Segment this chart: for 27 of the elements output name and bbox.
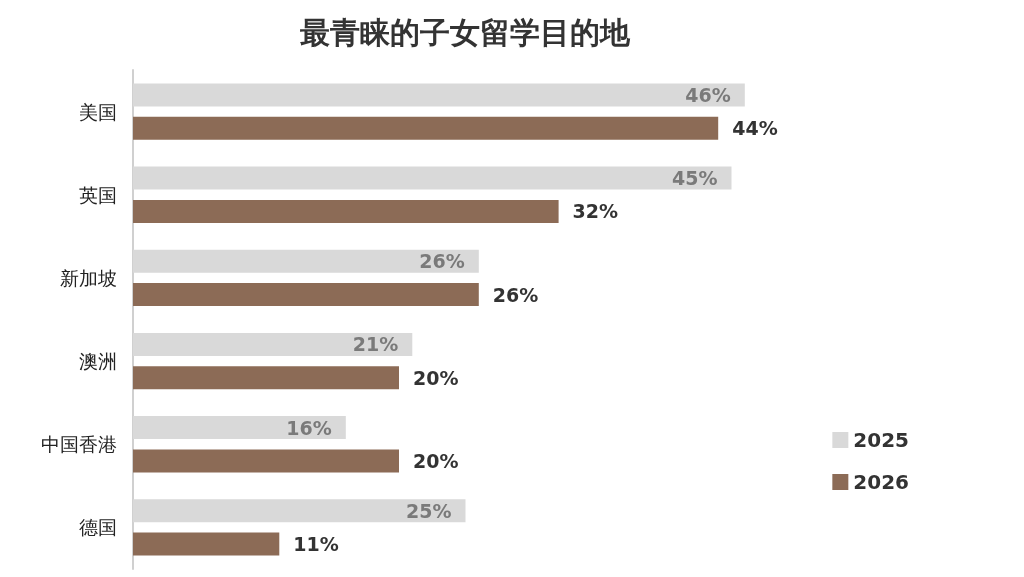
chart-title: 最青睐的子女留学目的地 (300, 14, 631, 50)
data-label: 16% (286, 416, 332, 439)
legend-label: 2026 (853, 470, 910, 494)
legend-label: 2025 (853, 428, 910, 452)
y-tick-label: 美国 (79, 100, 117, 123)
bar (133, 366, 399, 390)
data-label: 20% (413, 449, 459, 472)
data-label: 25% (406, 499, 452, 522)
bar (133, 449, 399, 473)
y-tick-label: 中国香港 (41, 433, 117, 456)
data-label: 26% (492, 283, 539, 306)
bar (133, 283, 479, 307)
data-label: 45% (672, 167, 718, 190)
bar (133, 532, 280, 556)
y-tick-label: 澳洲 (79, 350, 117, 373)
bar (133, 116, 719, 140)
data-label: 32% (572, 200, 619, 223)
y-tick-label: 德国 (79, 516, 117, 539)
y-tick-label: 新加坡 (60, 266, 117, 289)
bar (133, 199, 559, 223)
data-label: 20% (413, 366, 459, 389)
data-label: 26% (419, 250, 465, 273)
y-tick-label: 英国 (79, 183, 117, 206)
data-label: 44% (732, 117, 778, 140)
data-label: 21% (352, 333, 399, 356)
data-label: 11% (293, 533, 339, 556)
data-label: 46% (685, 83, 731, 106)
